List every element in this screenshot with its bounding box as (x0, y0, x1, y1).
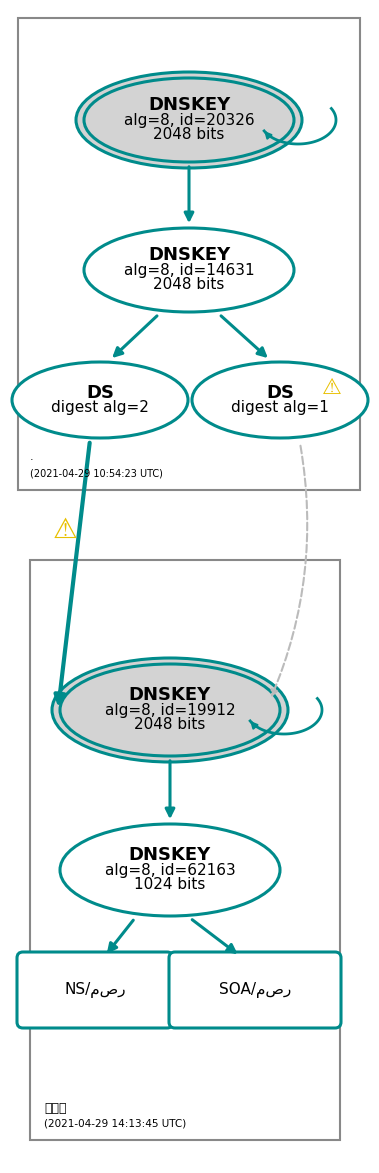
Ellipse shape (76, 72, 302, 168)
Text: alg=8, id=19912: alg=8, id=19912 (105, 703, 235, 718)
Text: (2021-04-29 10:54:23 UTC): (2021-04-29 10:54:23 UTC) (30, 468, 163, 479)
Polygon shape (18, 18, 360, 490)
Text: ⚠: ⚠ (53, 516, 77, 544)
Text: DS: DS (266, 384, 294, 401)
Text: ⚠: ⚠ (322, 378, 342, 398)
Text: SOA/مصر: SOA/مصر (219, 982, 291, 998)
Text: DNSKEY: DNSKEY (129, 846, 211, 865)
Ellipse shape (60, 664, 280, 757)
FancyBboxPatch shape (17, 952, 173, 1028)
Ellipse shape (12, 362, 188, 438)
Text: DS: DS (86, 384, 114, 401)
Text: DNSKEY: DNSKEY (148, 96, 230, 114)
Text: 2048 bits: 2048 bits (134, 718, 206, 732)
Text: DNSKEY: DNSKEY (148, 246, 230, 264)
Text: DNSKEY: DNSKEY (129, 686, 211, 704)
Text: مصر: مصر (44, 1101, 66, 1116)
Text: 2048 bits: 2048 bits (153, 277, 225, 292)
Ellipse shape (60, 823, 280, 916)
Text: digest alg=1: digest alg=1 (231, 400, 329, 415)
Text: 1024 bits: 1024 bits (134, 877, 206, 893)
Text: 2048 bits: 2048 bits (153, 128, 225, 142)
Ellipse shape (52, 658, 288, 762)
Ellipse shape (84, 228, 294, 312)
Text: alg=8, id=14631: alg=8, id=14631 (124, 263, 254, 278)
Text: alg=8, id=20326: alg=8, id=20326 (124, 113, 254, 128)
Ellipse shape (84, 77, 294, 162)
Text: alg=8, id=62163: alg=8, id=62163 (105, 862, 235, 877)
Polygon shape (30, 560, 340, 1140)
Text: .: . (30, 452, 34, 462)
Text: (2021-04-29 14:13:45 UTC): (2021-04-29 14:13:45 UTC) (44, 1118, 186, 1128)
Text: NS/مصر: NS/مصر (64, 982, 126, 998)
FancyBboxPatch shape (169, 952, 341, 1028)
Text: digest alg=2: digest alg=2 (51, 400, 149, 415)
Ellipse shape (192, 362, 368, 438)
